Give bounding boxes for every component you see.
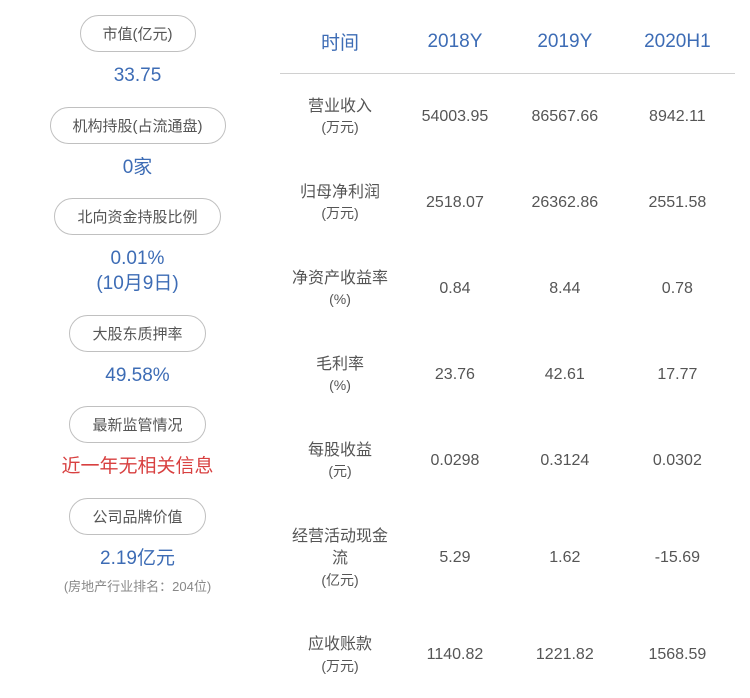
table-header-cell: 时间 [280, 10, 400, 74]
row-label-cell: 每股收益(元) [280, 418, 400, 504]
data-cell: 23.76 [400, 332, 510, 418]
data-cell: -15.69 [620, 504, 735, 612]
row-label-unit: (元) [286, 462, 394, 482]
table-header-cell: 2019Y [510, 10, 620, 74]
table-body: 营业收入(万元)54003.9586567.668942.11归母净利润(万元)… [280, 74, 735, 698]
table-header-row: 时间2018Y2019Y2020H1 [280, 10, 735, 74]
data-cell: 17.77 [620, 332, 735, 418]
row-label-main: 每股收益 [286, 440, 394, 462]
data-cell: 54003.95 [400, 74, 510, 160]
stat-label: 市值(亿元) [80, 15, 196, 52]
table-row: 净资产收益率(%)0.848.440.78 [280, 246, 735, 332]
data-cell: 0.0298 [400, 418, 510, 504]
row-label-main: 净资产收益率 [286, 268, 394, 290]
data-cell: 0.0302 [620, 418, 735, 504]
stat-value: 33.75 [114, 64, 162, 89]
table-row: 经营活动现金流(亿元)5.291.62-15.69 [280, 504, 735, 612]
table-row: 应收账款(万元)1140.821221.821568.59 [280, 612, 735, 698]
data-cell: 2518.07 [400, 160, 510, 246]
row-label-cell: 应收账款(万元) [280, 612, 400, 698]
row-label-unit: (%) [286, 376, 394, 396]
right-table-panel: 时间2018Y2019Y2020H1 营业收入(万元)54003.9586567… [260, 10, 735, 668]
row-label-cell: 毛利率(%) [280, 332, 400, 418]
stat-value: 49.58% [105, 364, 169, 389]
table-header-cell: 2018Y [400, 10, 510, 74]
stat-label: 最新监管情况 [69, 406, 205, 443]
stat-value: 0.01%(10月9日) [96, 247, 178, 296]
data-cell: 26362.86 [510, 160, 620, 246]
table-row: 营业收入(万元)54003.9586567.668942.11 [280, 74, 735, 160]
row-label-unit: (万元) [286, 204, 394, 224]
row-label-unit: (%) [286, 290, 394, 310]
row-label-unit: (万元) [286, 657, 394, 677]
row-label-main: 应收账款 [286, 634, 394, 656]
data-cell: 1221.82 [510, 612, 620, 698]
data-cell: 1140.82 [400, 612, 510, 698]
stat-block: 北向资金持股比例 0.01%(10月9日) [54, 198, 220, 296]
row-label-cell: 经营活动现金流(亿元) [280, 504, 400, 612]
stat-block: 大股东质押率 49.58% [69, 315, 205, 389]
data-cell: 2551.58 [620, 160, 735, 246]
stat-block: 机构持股(占流通盘) 0家 [50, 107, 226, 181]
row-label-cell: 净资产收益率(%) [280, 246, 400, 332]
table-row: 归母净利润(万元)2518.0726362.862551.58 [280, 160, 735, 246]
stat-value: 近一年无相关信息 [61, 455, 213, 480]
stat-label: 北向资金持股比例 [54, 198, 220, 235]
data-cell: 0.78 [620, 246, 735, 332]
financial-data-table: 时间2018Y2019Y2020H1 营业收入(万元)54003.9586567… [280, 10, 735, 698]
left-stats-panel: 市值(亿元) 33.75 机构持股(占流通盘) 0家北向资金持股比例 0.01%(10月… [15, 10, 260, 668]
row-label-cell: 营业收入(万元) [280, 74, 400, 160]
data-cell: 8942.11 [620, 74, 735, 160]
table-row: 毛利率(%)23.7642.6117.77 [280, 332, 735, 418]
data-cell: 0.84 [400, 246, 510, 332]
row-label-unit: (亿元) [286, 571, 394, 591]
data-cell: 1568.59 [620, 612, 735, 698]
stat-value: 0家 [123, 156, 153, 181]
data-cell: 86567.66 [510, 74, 620, 160]
row-label-main: 经营活动现金流 [286, 526, 394, 571]
data-cell: 0.3124 [510, 418, 620, 504]
stat-label: 大股东质押率 [69, 315, 205, 352]
stat-value: 2.19亿元 [100, 547, 175, 572]
stat-block: 最新监管情况近一年无相关信息 [61, 406, 213, 480]
stat-block: 市值(亿元) 33.75 [80, 15, 196, 89]
stat-subtext: (房地产行业排名：204位) [64, 576, 211, 595]
data-cell: 1.62 [510, 504, 620, 612]
data-cell: 8.44 [510, 246, 620, 332]
data-cell: 42.61 [510, 332, 620, 418]
table-header-cell: 2020H1 [620, 10, 735, 74]
row-label-main: 营业收入 [286, 96, 394, 118]
stat-block: 公司品牌价值 2.19亿元 (房地产行业排名：204位) [64, 498, 211, 595]
data-cell: 5.29 [400, 504, 510, 612]
row-label-unit: (万元) [286, 118, 394, 138]
table-row: 每股收益(元)0.02980.31240.0302 [280, 418, 735, 504]
stat-label: 机构持股(占流通盘) [50, 107, 226, 144]
row-label-main: 归母净利润 [286, 182, 394, 204]
stat-label: 公司品牌价值 [69, 498, 205, 535]
row-label-cell: 归母净利润(万元) [280, 160, 400, 246]
row-label-main: 毛利率 [286, 354, 394, 376]
